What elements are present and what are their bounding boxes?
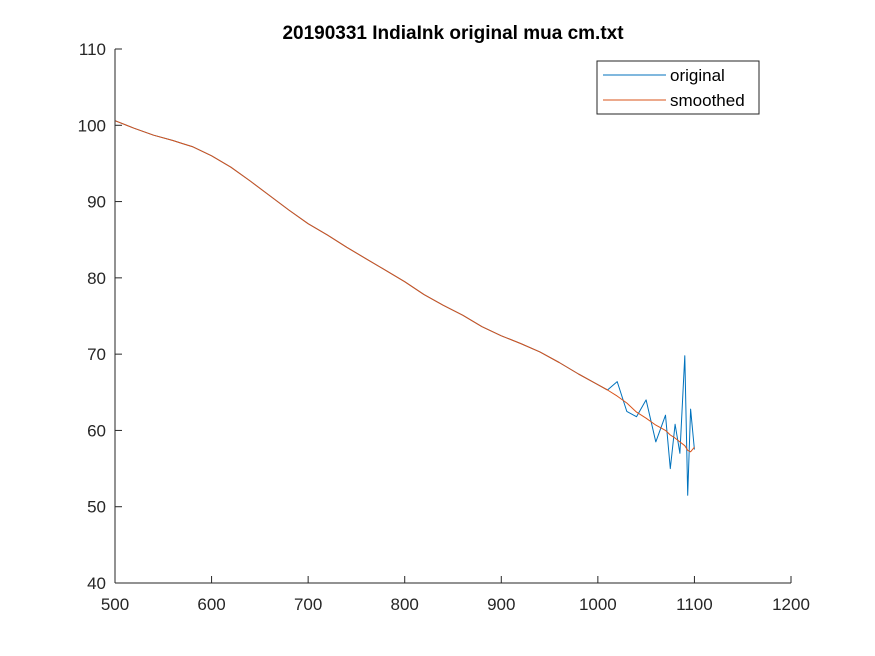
legend-label-original: original	[670, 66, 725, 85]
legend-box	[596, 60, 760, 115]
y-tick-label: 50	[87, 498, 106, 517]
x-tick-label: 1100	[676, 595, 713, 614]
x-tick-label: 600	[197, 595, 225, 614]
y-tick-label: 60	[87, 421, 106, 440]
plot-area: 500 600 700 800 900 1000 1100 1200 40 50 60 70 80 90…	[78, 40, 810, 614]
y-tick-label: 80	[87, 269, 106, 288]
x-tick-label: 1000	[579, 595, 617, 614]
legend-label-smoothed: smoothed	[670, 91, 745, 110]
y-tick-label: 100	[78, 116, 106, 135]
x-axis-ticks: 500 600 700 800 900 1000 1100 1200	[101, 576, 810, 614]
x-tick-label: 800	[391, 595, 419, 614]
series-layer	[114, 120, 695, 496]
y-tick-label: 40	[87, 574, 106, 593]
y-tick-label: 110	[79, 40, 106, 59]
x-tick-label: 500	[101, 595, 129, 614]
x-tick-label: 700	[294, 595, 322, 614]
series-line-smoothed	[114, 120, 695, 453]
y-tick-label: 70	[87, 345, 106, 364]
x-tick-label: 1200	[772, 595, 810, 614]
chart-title: 20190331 IndiaInk original mua cm.txt	[282, 23, 624, 44]
legend: original smoothed	[596, 60, 760, 115]
y-tick-label: 90	[87, 193, 106, 212]
y-axis-ticks: 40 50 60 70 80 90 100 110	[78, 40, 122, 593]
x-tick-label: 900	[487, 595, 515, 614]
